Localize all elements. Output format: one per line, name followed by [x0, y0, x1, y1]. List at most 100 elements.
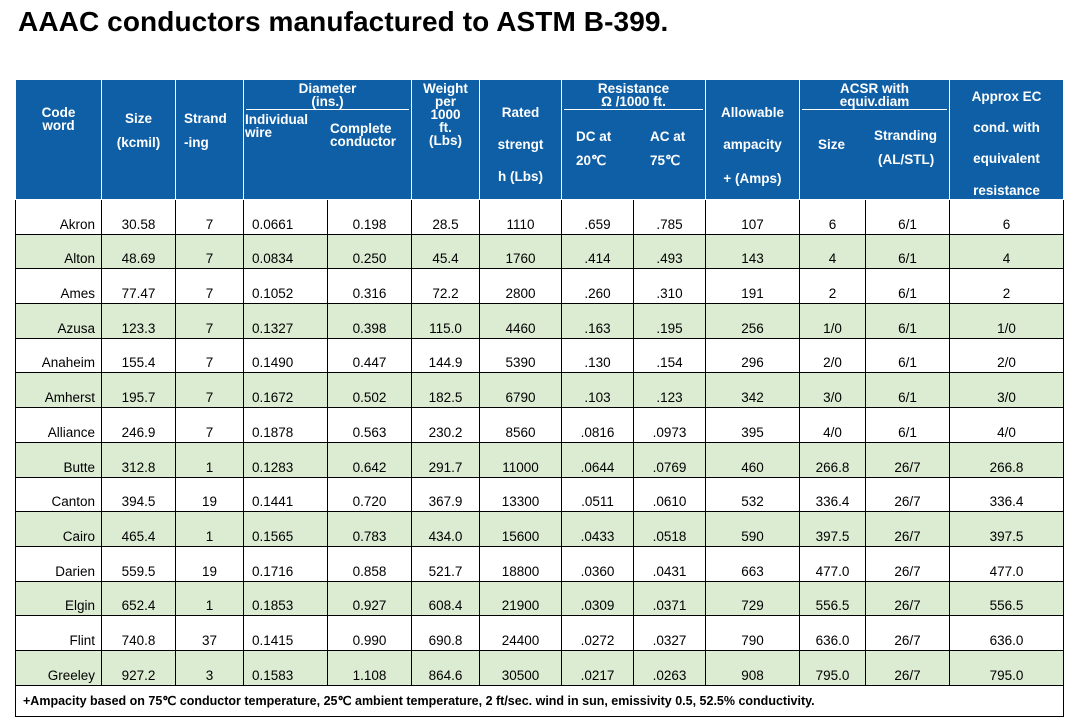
cell-size: 123.3: [101, 303, 176, 339]
header-stranding: Strand -ing: [175, 79, 244, 200]
cell-weight: 115.0: [411, 303, 480, 339]
cell-rated-strength: 18800: [479, 545, 562, 582]
cell-complete-conductor: 0.927: [327, 580, 412, 617]
header-individual-wire: Individual: [245, 112, 309, 127]
cell-ampacity: 790: [705, 615, 800, 651]
cell-dc-resistance: .0433: [561, 511, 634, 547]
page-title: AAAC conductors manufactured to ASTM B-3…: [18, 6, 669, 37]
cell-size: 927.2: [101, 649, 176, 686]
cell-dc-resistance: .414: [561, 233, 634, 270]
cell-ampacity: 729: [705, 580, 800, 617]
cell-stranding: 7: [175, 303, 244, 339]
table-row: Azusa 123.3 7 0.1327 0.398 115.0 4460.163.195 2…: [15, 303, 1064, 339]
cell-complete-conductor: 0.563: [327, 407, 412, 443]
cell-complete-conductor: 0.447: [327, 337, 412, 374]
cell-ampacity: 460: [705, 441, 800, 478]
cell-code-word: Greeley: [15, 649, 102, 686]
cell-stranding: 19: [175, 545, 244, 582]
cell-ac-resistance: .785: [633, 199, 706, 235]
cell-approx-ec: 4: [949, 233, 1064, 270]
cell-acsr-size: 397.5: [799, 511, 866, 547]
cell-rated-strength: 15600: [479, 511, 562, 547]
header-resistance-group: Resistance Ω /1000 ft. DC at 20℃ AC at 7…: [561, 79, 706, 200]
cell-rated-strength: 4460: [479, 303, 562, 339]
cell-code-word: Canton: [15, 476, 102, 513]
cell-acsr-size: 6: [799, 199, 866, 235]
cell-stranding: 7: [175, 372, 244, 409]
cell-approx-ec: 556.5: [949, 580, 1064, 617]
cell-acsr-stranding: 6/1: [865, 407, 950, 443]
cell-stranding: 19: [175, 476, 244, 513]
cell-complete-conductor: 0.990: [327, 615, 412, 651]
cell-complete-conductor: 0.502: [327, 372, 412, 409]
table-row: Butte 312.8 1 0.1283 0.642 291.7 11000.0644.07…: [15, 441, 1064, 478]
cell-weight: 434.0: [411, 511, 480, 547]
header-code-word: Code word: [15, 79, 102, 200]
cell-code-word: Darien: [15, 545, 102, 582]
cell-stranding: 7: [175, 199, 244, 235]
cell-code-word: Elgin: [15, 580, 102, 617]
table-row: Darien 559.5 19 0.1716 0.858 521.7 18800.0360.…: [15, 545, 1064, 582]
cell-acsr-stranding: 6/1: [865, 268, 950, 305]
cell-acsr-stranding: 6/1: [865, 303, 950, 339]
cell-rated-strength: 24400: [479, 615, 562, 651]
cell-acsr-stranding: 26/7: [865, 441, 950, 478]
cell-rated-strength: 6790: [479, 372, 562, 409]
cell-approx-ec: 1/0: [949, 303, 1064, 339]
header-acsr-size: Size: [818, 137, 846, 152]
cell-individual-wire: 0.1878: [243, 407, 328, 443]
cell-dc-resistance: .0816: [561, 407, 634, 443]
cell-size: 312.8: [101, 441, 176, 478]
table-row: Flint 740.8 37 0.1415 0.990 690.8 24400.0272.0…: [15, 615, 1064, 651]
cell-complete-conductor: 1.108: [327, 649, 412, 686]
cell-individual-wire: 0.1583: [243, 649, 328, 686]
header-acsr-stranding: Stranding: [874, 128, 937, 143]
cell-individual-wire: 0.0834: [243, 233, 328, 270]
cell-ampacity: 143: [705, 233, 800, 270]
cell-ac-resistance: .0371: [633, 580, 706, 617]
cell-rated-strength: 2800: [479, 268, 562, 305]
cell-acsr-size: 266.8: [799, 441, 866, 478]
cell-weight: 28.5: [411, 199, 480, 235]
ampacity-footnote: +Ampacity based on 75℃ conductor tempera…: [15, 684, 1064, 717]
cell-complete-conductor: 0.398: [327, 303, 412, 339]
cell-individual-wire: 0.1490: [243, 337, 328, 374]
cell-size: 30.58: [101, 199, 176, 235]
header-ac-75: AC at: [650, 129, 686, 144]
cell-dc-resistance: .0309: [561, 580, 634, 617]
cell-complete-conductor: 0.858: [327, 545, 412, 582]
cell-size: 246.9: [101, 407, 176, 443]
cell-approx-ec: 795.0: [949, 649, 1064, 686]
cell-ac-resistance: .123: [633, 372, 706, 409]
cell-acsr-size: 336.4: [799, 476, 866, 513]
cell-approx-ec: 266.8: [949, 441, 1064, 478]
cell-weight: 864.6: [411, 649, 480, 686]
cell-code-word: Cairo: [15, 511, 102, 547]
table-row: Ames 77.47 7 0.1052 0.316 72.2 2800.260.310 191…: [15, 268, 1064, 305]
table-row: Greeley 927.2 3 0.1583 1.108 864.6 30500.0217.…: [15, 649, 1064, 686]
cell-stranding: 37: [175, 615, 244, 651]
header-diameter-group: Diameter (ins.) Individual wire Complete…: [243, 79, 412, 200]
cell-individual-wire: 0.1052: [243, 268, 328, 305]
cell-weight: 45.4: [411, 233, 480, 270]
cell-code-word: Ames: [15, 268, 102, 305]
cell-code-word: Butte: [15, 441, 102, 478]
cell-ac-resistance: .0610: [633, 476, 706, 513]
cell-size: 652.4: [101, 580, 176, 617]
cell-complete-conductor: 0.783: [327, 511, 412, 547]
cell-dc-resistance: .659: [561, 199, 634, 235]
cell-approx-ec: 477.0: [949, 545, 1064, 582]
cell-stranding: 1: [175, 511, 244, 547]
footnote-row: +Ampacity based on 75℃ conductor tempera…: [15, 684, 1064, 717]
cell-ac-resistance: .0518: [633, 511, 706, 547]
cell-dc-resistance: .163: [561, 303, 634, 339]
cell-acsr-stranding: 6/1: [865, 372, 950, 409]
cell-acsr-size: 2/0: [799, 337, 866, 374]
cell-acsr-size: 2: [799, 268, 866, 305]
cell-rated-strength: 21900: [479, 580, 562, 617]
cell-individual-wire: 0.1283: [243, 441, 328, 478]
table-row: Cairo 465.4 1 0.1565 0.783 434.0 15600.0433.05…: [15, 511, 1064, 547]
cell-acsr-size: 1/0: [799, 303, 866, 339]
cell-dc-resistance: .103: [561, 372, 634, 409]
cell-ampacity: 663: [705, 545, 800, 582]
